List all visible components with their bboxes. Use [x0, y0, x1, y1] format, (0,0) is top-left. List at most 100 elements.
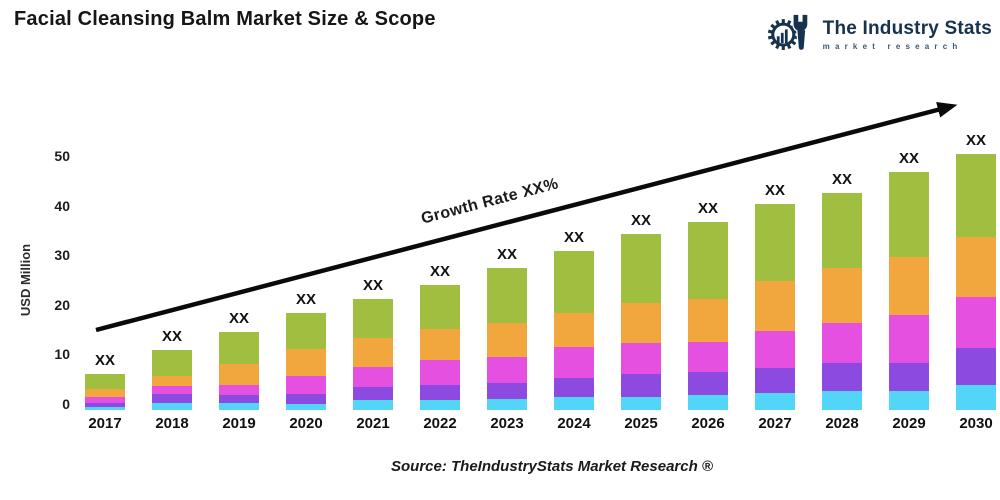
bar-2022-segment-4-orange	[420, 328, 460, 360]
bar-value-label-2025: XX	[630, 211, 651, 229]
bar-2027-segment-1-cyan	[755, 393, 795, 410]
bar-2022	[420, 284, 460, 410]
bar-2024	[554, 251, 594, 410]
bar-2017-segment-2-purple	[85, 402, 125, 407]
bar-2028-segment-2-purple	[822, 362, 862, 391]
bar-2018	[152, 350, 192, 410]
x-axis-label-2020: 2020	[289, 415, 323, 432]
bar-2024-segment-2-purple	[554, 377, 594, 398]
bar-value-label-2018: XX	[161, 328, 182, 346]
bar-value-label-2019: XX	[228, 309, 249, 327]
bar-value-label-2028: XX	[831, 170, 852, 188]
y-tick-20: 20	[54, 296, 70, 313]
bar-2021-segment-3-magenta	[353, 367, 393, 388]
bar-2024-segment-4-orange	[554, 312, 594, 348]
bar-2029-segment-3-magenta	[889, 314, 929, 363]
bar-2023-segment-4-orange	[487, 322, 527, 357]
x-axis-label-2022: 2022	[423, 415, 457, 432]
bar-2025	[621, 233, 661, 410]
logo-tagline: market research	[822, 42, 963, 51]
bar-2017	[85, 373, 125, 410]
x-axis-label-2025: 2025	[624, 415, 658, 432]
bar-2020	[286, 313, 326, 410]
bar-2029	[889, 171, 929, 410]
bar-2024-segment-3-magenta	[554, 347, 594, 378]
bar-2021-segment-2-purple	[353, 387, 393, 401]
bar-2022-segment-3-magenta	[420, 359, 460, 385]
bar-2027-segment-2-purple	[755, 368, 795, 394]
bar-2026-segment-1-cyan	[688, 394, 728, 410]
source-attribution: Source: TheIndustryStats Market Research…	[391, 458, 713, 475]
x-axis-label-2030: 2030	[959, 415, 993, 432]
bar-value-label-2020: XX	[295, 291, 316, 309]
bar-2018-segment-5-green	[152, 350, 192, 376]
logo-text: The Industry Stats market research	[823, 18, 992, 51]
bar-2027-segment-3-magenta	[755, 330, 795, 369]
bar-2026-segment-2-purple	[688, 371, 728, 395]
bar-2019	[219, 331, 259, 410]
x-axis-label-2017: 2017	[88, 415, 122, 432]
bar-value-label-2022: XX	[429, 262, 450, 280]
bar-2029-segment-2-purple	[889, 362, 929, 391]
bar-2029-segment-4-orange	[889, 256, 929, 315]
bar-value-label-2021: XX	[362, 277, 383, 295]
y-tick-10: 10	[54, 346, 70, 363]
x-axis-label-2026: 2026	[691, 415, 725, 432]
bar-2030	[956, 153, 996, 410]
bar-2020-segment-4-orange	[286, 348, 326, 376]
bar-2023	[487, 268, 527, 410]
bar-2023-segment-3-magenta	[487, 356, 527, 383]
x-axis-label-2029: 2029	[892, 415, 926, 432]
bar-2019-segment-1-cyan	[219, 403, 259, 410]
y-tick-0: 0	[62, 396, 70, 412]
bar-value-label-2027: XX	[764, 181, 785, 199]
x-axis-label-2021: 2021	[356, 415, 390, 432]
bar-2019-segment-4-orange	[219, 363, 259, 385]
x-axis-label-2027: 2027	[758, 415, 792, 432]
bar-2030-segment-4-orange	[956, 237, 996, 298]
x-axis-label-2023: 2023	[490, 415, 524, 432]
bar-2017-segment-5-green	[85, 373, 125, 389]
x-axis-label-2028: 2028	[825, 415, 859, 432]
y-tick-30: 30	[54, 247, 70, 264]
bar-value-label-2029: XX	[898, 149, 919, 167]
bar-2020-segment-3-magenta	[286, 375, 326, 394]
bar-2019-segment-3-magenta	[219, 384, 259, 395]
logo: The Industry Stats market research	[765, 8, 992, 61]
bar-value-label-2024: XX	[563, 229, 584, 247]
bar-2024-segment-1-cyan	[554, 397, 594, 410]
bar-2024-segment-5-green	[554, 251, 594, 313]
growth-rate-label: Growth Rate XX%	[419, 175, 561, 228]
bar-2025-segment-4-orange	[621, 303, 661, 343]
bar-2021-segment-5-green	[353, 299, 393, 339]
gear-wrench-barchart-icon	[765, 8, 817, 61]
x-axis-label-2019: 2019	[222, 415, 256, 432]
bar-2026-segment-5-green	[688, 222, 728, 299]
bar-2025-segment-3-magenta	[621, 342, 661, 375]
bar-2027-segment-4-orange	[755, 280, 795, 331]
bar-value-label-2030: XX	[965, 131, 986, 149]
bar-2023-segment-1-cyan	[487, 399, 527, 410]
bar-2023-segment-2-purple	[487, 382, 527, 400]
bar-2020-segment-1-cyan	[286, 403, 326, 410]
bar-2017-segment-3-magenta	[85, 396, 125, 403]
bar-2018-segment-4-orange	[152, 375, 192, 386]
bar-2028-segment-3-magenta	[822, 323, 862, 363]
y-tick-40: 40	[54, 197, 70, 214]
page-title: Facial Cleansing Balm Market Size & Scop…	[14, 8, 436, 30]
bar-value-label-2017: XX	[94, 351, 115, 369]
bar-2025-segment-5-green	[621, 233, 661, 304]
bar-2018-segment-2-purple	[152, 393, 192, 403]
bar-2030-segment-5-green	[956, 153, 996, 238]
bar-value-label-2023: XX	[496, 246, 517, 264]
bar-2026	[688, 222, 728, 410]
bar-2027	[755, 204, 795, 410]
bar-2020-segment-2-purple	[286, 393, 326, 404]
bar-2019-segment-2-purple	[219, 394, 259, 404]
bar-2020-segment-5-green	[286, 313, 326, 349]
x-axis-label-2018: 2018	[155, 415, 189, 432]
bar-2018-segment-3-magenta	[152, 385, 192, 394]
bar-2022-segment-1-cyan	[420, 400, 460, 410]
bar-2030-segment-1-cyan	[956, 384, 996, 410]
